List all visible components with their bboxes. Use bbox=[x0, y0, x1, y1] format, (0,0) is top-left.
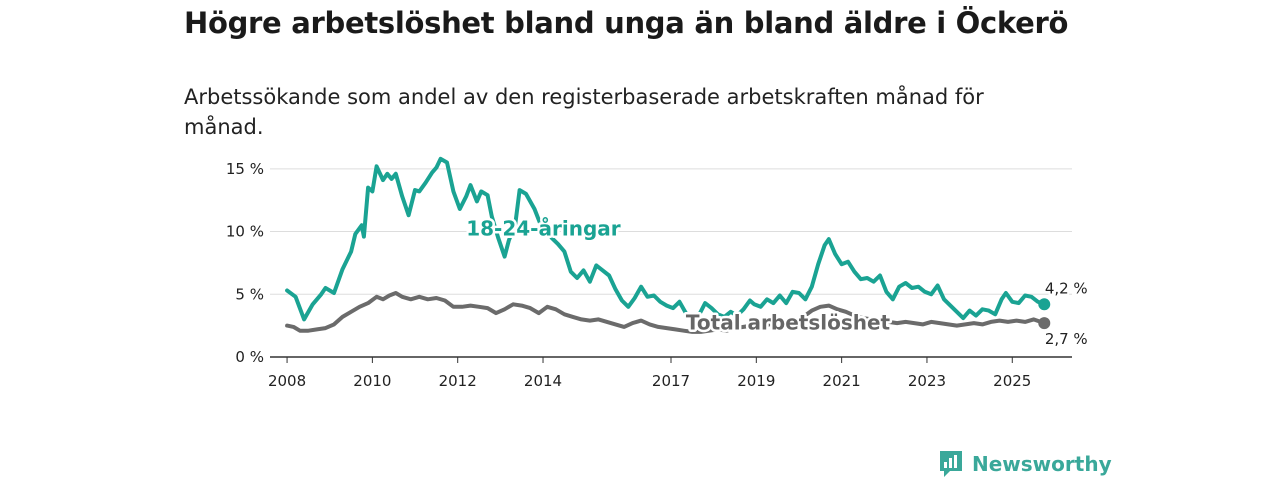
y-axis-ticks: 0 % 5 % 10 % 15 % bbox=[226, 160, 264, 366]
x-tick-label: 2021 bbox=[823, 372, 861, 390]
y-tick-label: 0 % bbox=[235, 348, 264, 366]
x-axis-ticks: 2008 2010 2012 2014 2017 2019 2021 2023 2025 bbox=[268, 357, 1031, 390]
y-tick-label: 15 % bbox=[226, 160, 264, 178]
end-value-label-total: 2,7 % bbox=[1045, 330, 1088, 348]
y-tick-label: 10 % bbox=[226, 223, 264, 241]
x-tick-label: 2023 bbox=[908, 372, 946, 390]
x-tick-label: 2010 bbox=[353, 372, 391, 390]
series-line-total bbox=[285, 291, 1047, 334]
newsworthy-chart-bubble-icon bbox=[940, 451, 962, 477]
brand-logo: Newsworthy bbox=[938, 449, 1112, 479]
chart-title: Högre arbetslöshet bland unga än bland ä… bbox=[184, 6, 1069, 40]
series-endpoint-total bbox=[1038, 317, 1051, 330]
series-lines bbox=[285, 156, 1051, 334]
x-tick-label: 2025 bbox=[993, 372, 1031, 390]
series-labels: 18-24-åringar Total arbetslöshet 4,2 % 2,7 … bbox=[464, 214, 1090, 350]
x-tick-label: 2014 bbox=[524, 372, 562, 390]
series-line-youth bbox=[285, 156, 1047, 322]
x-tick-label: 2017 bbox=[652, 372, 690, 390]
x-tick-label: 2008 bbox=[268, 372, 306, 390]
chart-subtitle: Arbetssökande som andel av den registerb… bbox=[184, 85, 984, 139]
end-value-label-youth: 4,2 % bbox=[1045, 279, 1088, 297]
series-label-youth: 18-24-åringar bbox=[466, 216, 621, 240]
x-tick-label: 2012 bbox=[439, 372, 477, 390]
brand-name: Newsworthy bbox=[972, 452, 1112, 476]
series-label-total: Total arbetslöshet bbox=[686, 310, 891, 334]
y-tick-label: 5 % bbox=[235, 285, 264, 303]
x-tick-label: 2019 bbox=[737, 372, 775, 390]
series-endpoint-youth bbox=[1038, 298, 1051, 311]
